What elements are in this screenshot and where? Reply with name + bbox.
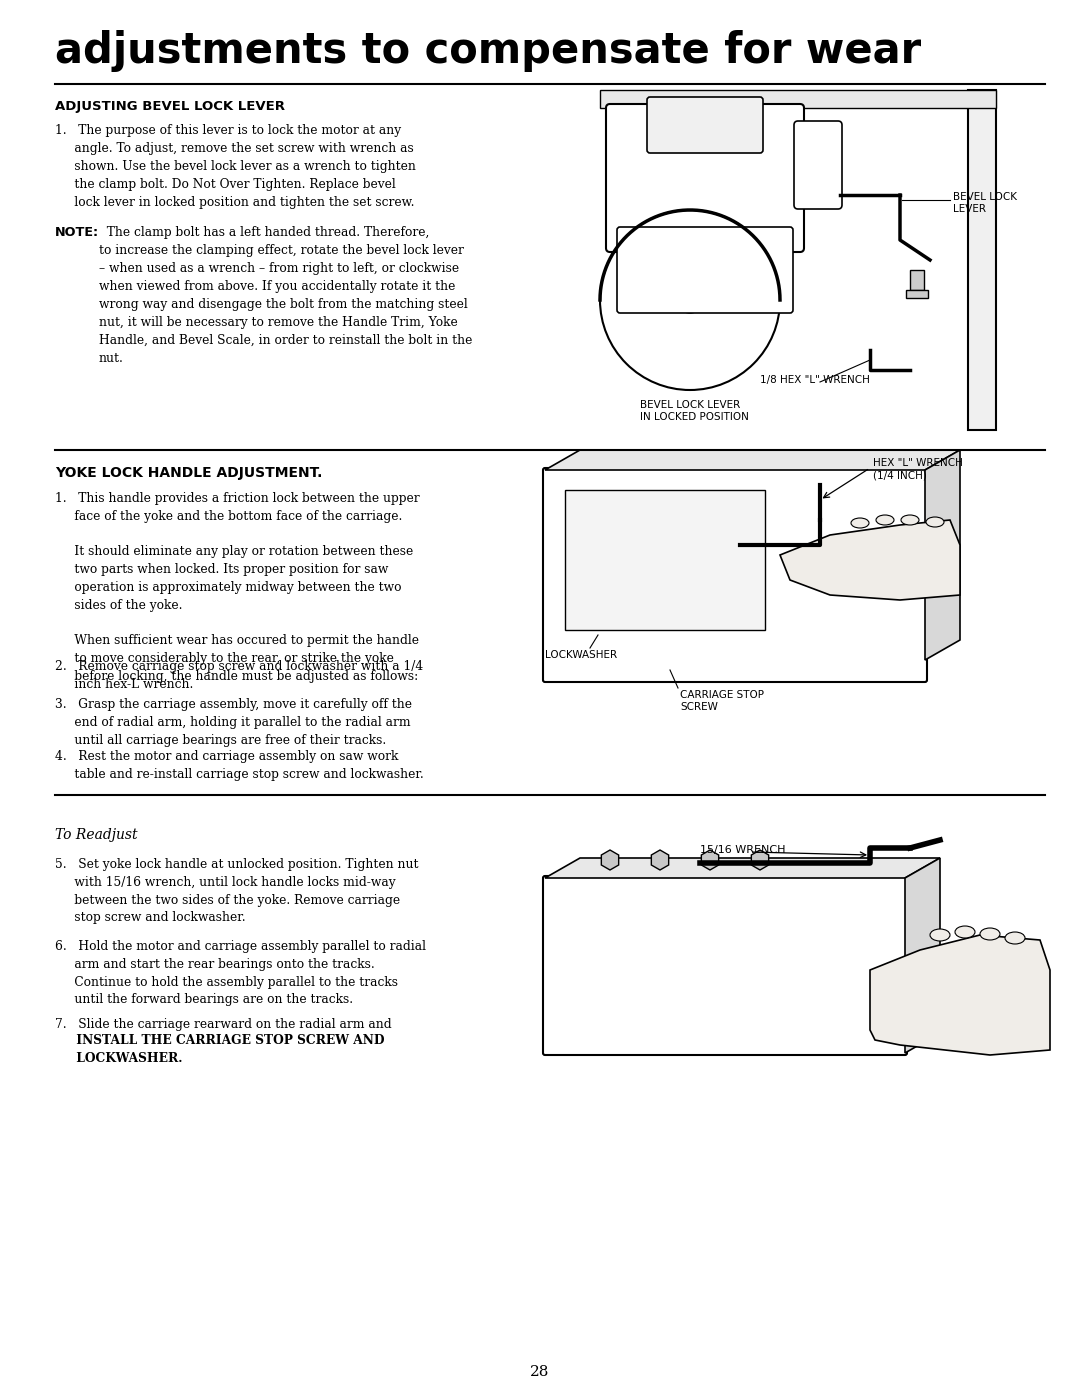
Polygon shape [905,858,940,1053]
FancyBboxPatch shape [794,122,842,208]
Text: adjustments to compensate for wear: adjustments to compensate for wear [55,29,921,73]
Text: 1/8 HEX "L" WRENCH: 1/8 HEX "L" WRENCH [760,375,869,384]
Text: 1.   This handle provides a friction lock between the upper
     face of the yok: 1. This handle provides a friction lock … [55,492,420,684]
Ellipse shape [851,519,869,528]
Ellipse shape [876,514,894,526]
Text: YOKE LOCK HANDLE ADJUSTMENT.: YOKE LOCK HANDLE ADJUSTMENT. [55,466,322,480]
Text: LOCKWASHER: LOCKWASHER [545,650,617,660]
Text: HEX "L" WRENCH
(1/4 INCH): HEX "L" WRENCH (1/4 INCH) [873,459,963,481]
Ellipse shape [980,928,1000,939]
Text: 5.   Set yoke lock handle at unlocked position. Tighten nut
     with 15/16 wren: 5. Set yoke lock handle at unlocked posi… [55,858,419,924]
Text: ADJUSTING BEVEL LOCK LEVER: ADJUSTING BEVEL LOCK LEVER [55,101,285,113]
Polygon shape [780,520,960,600]
Polygon shape [545,450,960,470]
Polygon shape [924,450,960,660]
Text: The clamp bolt has a left handed thread. Therefore,
to increase the clamping eff: The clamp bolt has a left handed thread.… [99,226,472,365]
Text: 2.   Remove carriage stop screw and lockwasher with a 1/4
     inch hex-L wrench: 2. Remove carriage stop screw and lockwa… [55,660,423,691]
Text: 28: 28 [530,1364,550,1378]
Bar [906,289,928,298]
FancyBboxPatch shape [543,468,927,682]
Text: 3.   Grasp the carriage assembly, move it carefully off the
     end of radial a: 3. Grasp the carriage assembly, move it … [55,698,411,747]
Polygon shape [870,935,1050,1055]
Ellipse shape [926,517,944,527]
Circle shape [677,287,703,313]
FancyBboxPatch shape [543,877,907,1055]
Bar [565,491,765,630]
Text: INSTALL THE CARRIAGE STOP SCREW AND
     LOCKWASHER.: INSTALL THE CARRIAGE STOP SCREW AND LOCK… [55,1035,384,1065]
Ellipse shape [1005,932,1025,944]
Text: BEVEL LOCK
LEVER: BEVEL LOCK LEVER [953,192,1017,214]
Text: To Readjust: To Readjust [55,828,137,842]
Text: NOTE:: NOTE: [55,226,99,239]
Text: 4.   Rest the motor and carriage assembly on saw work
     table and re-install : 4. Rest the motor and carriage assembly … [55,749,423,781]
Text: 1.   The purpose of this lever is to lock the motor at any
     angle. To adjust: 1. The purpose of this lever is to lock … [55,124,416,208]
Polygon shape [545,858,940,878]
Ellipse shape [930,930,950,941]
FancyBboxPatch shape [617,226,793,313]
Text: 7.   Slide the carriage rearward on the radial arm and: 7. Slide the carriage rearward on the ra… [55,1018,392,1030]
FancyBboxPatch shape [606,103,804,252]
Bar [600,89,996,108]
Text: 15/16 WRENCH: 15/16 WRENCH [700,844,785,856]
Ellipse shape [955,925,975,938]
FancyBboxPatch shape [647,96,762,152]
Text: CARRIAGE STOP
SCREW: CARRIAGE STOP SCREW [680,691,764,713]
Bar [968,89,996,431]
Text: BEVEL LOCK LEVER
IN LOCKED POSITION: BEVEL LOCK LEVER IN LOCKED POSITION [640,400,748,422]
Bar [910,270,924,289]
Text: 6.   Hold the motor and carriage assembly parallel to radial
     arm and start : 6. Hold the motor and carriage assembly … [55,939,426,1007]
Ellipse shape [901,514,919,526]
